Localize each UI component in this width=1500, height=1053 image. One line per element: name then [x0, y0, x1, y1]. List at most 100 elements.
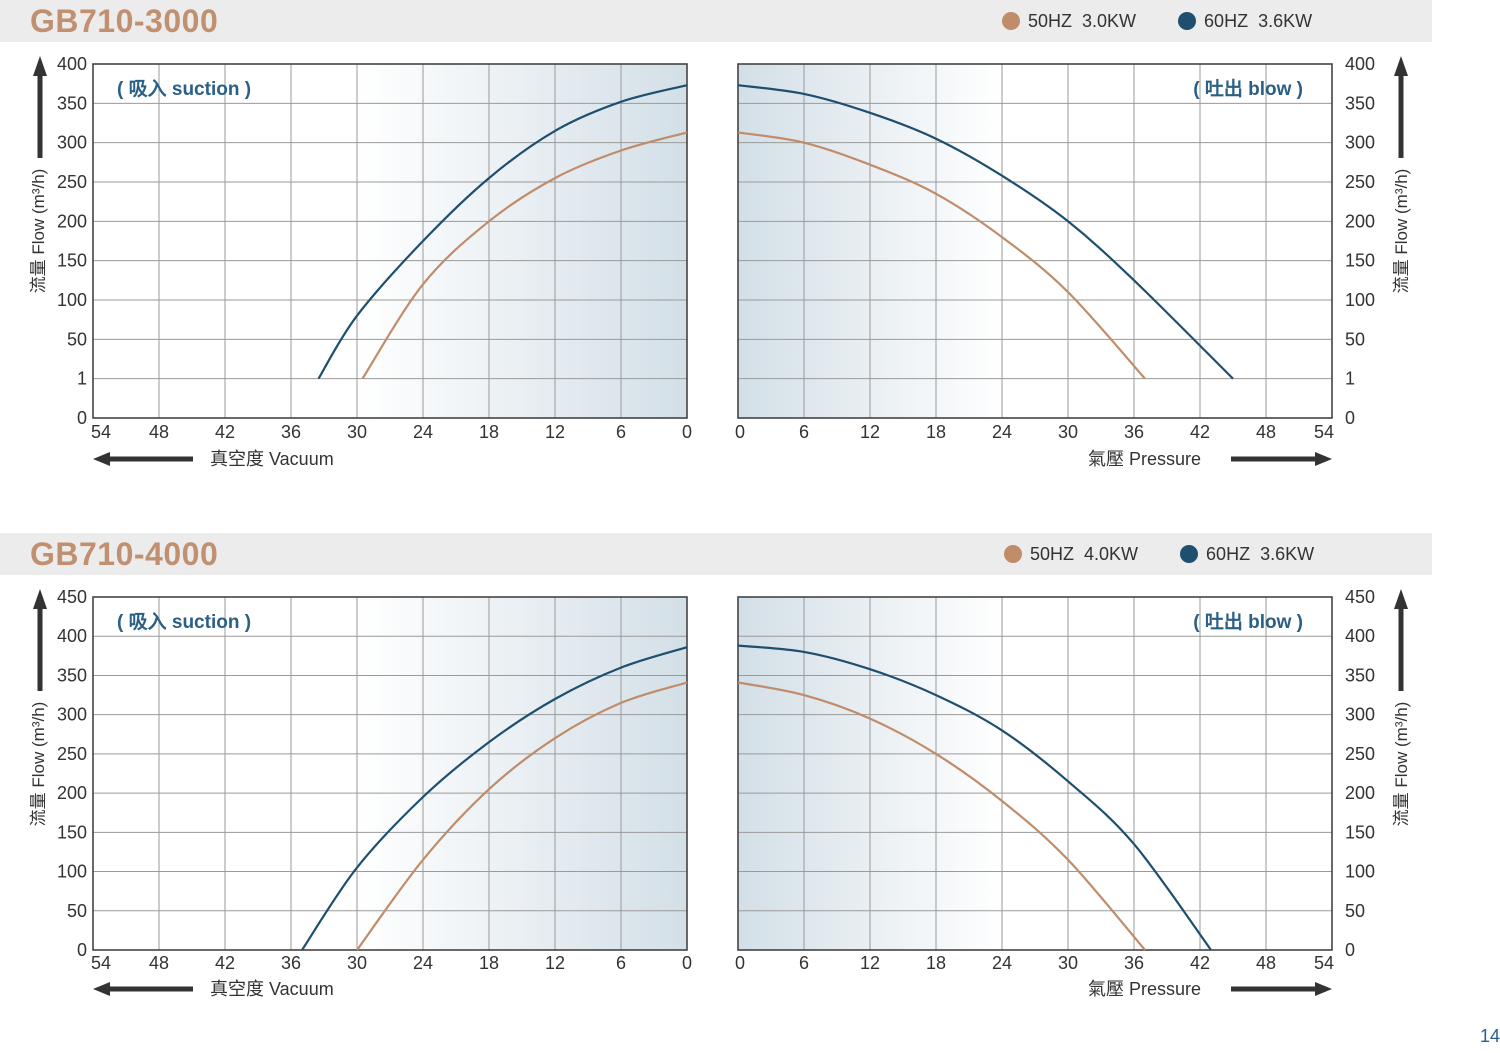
x-tick-label: 24	[413, 422, 433, 442]
panel-header: GB710-3000 50HZ 3.0KW 60HZ 3.6KW	[0, 0, 1432, 42]
x-tick-label: 30	[347, 953, 367, 973]
legend-label: 60HZ 3.6KW	[1204, 10, 1313, 31]
y-tick-label: 350	[57, 665, 87, 685]
x-tick-label: 30	[347, 422, 367, 442]
legend-item-50hz: 50HZ 3.0KW	[1002, 11, 1136, 32]
legend-dot-60hz	[1178, 12, 1197, 30]
plot-frame	[737, 63, 1333, 419]
y-axis-label-left: 流量 Flow (m³/h)	[29, 702, 48, 827]
x-tick-label: 0	[682, 953, 692, 973]
y-tick-label: 0	[77, 940, 87, 960]
x-tick-label: 48	[1256, 953, 1276, 973]
x-tick-label: 6	[616, 953, 626, 973]
vacuum-axis-label: 真空度 Vacuum	[210, 979, 334, 999]
x-tick-label: 12	[545, 953, 565, 973]
suction-shaded-zone	[357, 64, 687, 418]
y-tick-label: 400	[1345, 54, 1375, 74]
x-tick-label: 54	[91, 422, 111, 442]
y-tick-label: 350	[57, 93, 87, 113]
x-tick-label: 12	[545, 422, 565, 442]
y-tick-label: 0	[1345, 940, 1355, 960]
x-tick-label: 0	[682, 422, 692, 442]
legend-item-50hz: 50HZ 4.0KW	[1004, 544, 1138, 565]
plot-frame	[92, 596, 688, 951]
x-tick-label: 54	[1314, 953, 1334, 973]
flow-arrow-head-left	[33, 56, 47, 76]
x-tick-label: 36	[1124, 422, 1144, 442]
legend-item-60hz: 60HZ 3.6KW	[1178, 11, 1312, 32]
vacuum-arrow-head	[93, 452, 110, 466]
y-tick-label: 0	[77, 408, 87, 428]
x-tick-label: 18	[926, 953, 946, 973]
pressure-axis-label: 氣壓 Pressure	[1088, 449, 1201, 469]
blow-tag: ( 吐出 blow )	[1193, 610, 1303, 633]
y-tick-label: 300	[1345, 705, 1375, 725]
legend: 50HZ 4.0KW 60HZ 3.6KW	[962, 533, 1314, 575]
y-tick-label: 300	[1345, 133, 1375, 153]
suction-curve-60hz	[301, 646, 688, 951]
pressure-axis-label: 氣壓 Pressure	[1088, 979, 1201, 999]
pressure-arrow-head	[1315, 452, 1332, 466]
page-number: 14	[1479, 1026, 1500, 1046]
y-tick-label: 350	[1345, 93, 1375, 113]
y-tick-label: 150	[1345, 251, 1375, 271]
x-tick-label: 18	[479, 422, 499, 442]
pressure-arrow-head	[1315, 982, 1332, 996]
y-tick-label: 1	[77, 369, 87, 389]
suction-curve-60hz	[317, 84, 688, 380]
vacuum-axis-label: 真空度 Vacuum	[210, 449, 334, 469]
x-tick-label: 36	[1124, 953, 1144, 973]
x-tick-label: 42	[215, 422, 235, 442]
x-tick-label: 42	[215, 953, 235, 973]
flow-arrow-head-right	[1394, 589, 1408, 609]
y-tick-label: 150	[57, 251, 87, 271]
y-tick-label: 250	[57, 744, 87, 764]
y-tick-label: 250	[1345, 172, 1375, 192]
x-tick-label: 36	[281, 422, 301, 442]
legend-item-60hz: 60HZ 3.6KW	[1180, 544, 1314, 565]
y-tick-label: 300	[57, 133, 87, 153]
y-tick-label: 450	[1345, 587, 1375, 607]
y-axis-label-right: 流量 Flow (m³/h)	[1392, 169, 1411, 294]
y-tick-label: 250	[1345, 744, 1375, 764]
suction-tag: ( 吸入 suction )	[117, 611, 251, 633]
x-tick-label: 18	[926, 422, 946, 442]
y-tick-label: 200	[1345, 211, 1375, 231]
y-tick-label: 100	[1345, 290, 1375, 310]
x-tick-label: 0	[735, 422, 745, 442]
plot-frame	[737, 596, 1333, 951]
x-tick-label: 54	[91, 953, 111, 973]
blow-curve-60hz	[737, 644, 1212, 951]
y-tick-label: 100	[57, 862, 87, 882]
suction-tag: ( 吸入 suction )	[117, 78, 251, 100]
y-tick-label: 1	[1345, 369, 1355, 389]
x-tick-label: 6	[799, 953, 809, 973]
y-tick-label: 300	[57, 705, 87, 725]
panel-header: GB710-4000 50HZ 4.0KW 60HZ 3.6KW	[0, 533, 1432, 575]
x-tick-label: 48	[149, 953, 169, 973]
y-tick-label: 450	[57, 587, 87, 607]
legend-dot-50hz	[1004, 545, 1022, 563]
y-tick-label: 150	[1345, 822, 1375, 842]
x-tick-label: 42	[1190, 422, 1210, 442]
suction-shaded-zone	[357, 597, 687, 950]
y-tick-label: 250	[57, 172, 87, 192]
y-tick-label: 350	[1345, 665, 1375, 685]
legend: 50HZ 3.0KW 60HZ 3.6KW	[960, 0, 1312, 42]
y-axis-label-right: 流量 Flow (m³/h)	[1392, 702, 1411, 827]
y-tick-label: 0	[1345, 408, 1355, 428]
y-tick-label: 400	[1345, 626, 1375, 646]
y-tick-label: 50	[1345, 329, 1365, 349]
blow-tag: ( 吐出 blow )	[1193, 77, 1303, 100]
legend-dot-50hz	[1002, 12, 1020, 30]
x-tick-label: 12	[860, 953, 880, 973]
suction-curve-50hz	[361, 131, 688, 380]
y-tick-label: 200	[57, 211, 87, 231]
x-tick-label: 54	[1314, 422, 1334, 442]
x-tick-label: 48	[149, 422, 169, 442]
model-title: GB710-3000	[30, 3, 219, 39]
x-tick-label: 24	[992, 422, 1012, 442]
x-tick-label: 0	[735, 953, 745, 973]
